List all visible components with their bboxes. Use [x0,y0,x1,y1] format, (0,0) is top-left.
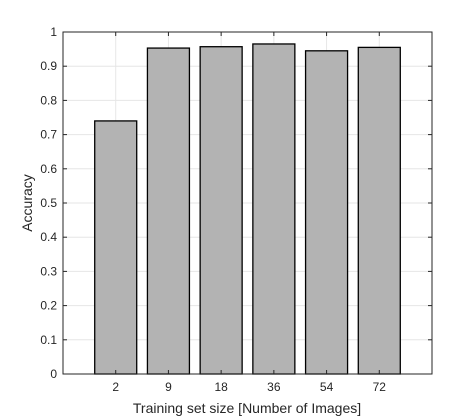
bars [94,43,401,375]
y-tick-label: 0.9 [40,59,57,73]
bar-36 [252,43,296,375]
y-tick-label: 0.7 [40,128,57,142]
y-tick-label: 0.6 [40,162,57,176]
x-tick-label: 18 [214,380,228,394]
bar-9 [146,47,191,375]
x-tick-label: 2 [112,380,119,394]
bar-18 [199,46,243,375]
y-tick-label: 0 [50,367,57,381]
x-tick-label: 72 [373,380,387,394]
y-tick-label: 0.2 [40,299,57,313]
y-tick-label: 0.1 [40,333,57,347]
y-tick-label: 1 [50,25,57,39]
bar-72 [357,46,401,375]
y-tick-label: 0.3 [40,264,57,278]
bar-54 [304,50,349,375]
axis-ticks [63,31,432,375]
x-tick-label: 54 [320,380,334,394]
y-tick-label: 0.5 [40,196,57,210]
tick-labels: 0 0.1 0.2 0.3 0.4 0.5 0.6 0.7 0.8 0.9 1 2 9 18 36 54 72 [40,25,386,394]
bar-2 [94,120,138,375]
y-tick-label: 0.4 [40,230,57,244]
x-tick-label: 9 [165,380,172,394]
x-tick-label: 36 [267,380,281,394]
y-axis-label: Accuracy [19,174,35,232]
y-tick-label: 0.8 [40,93,57,107]
x-axis-label: Training set size [Number of Images] [133,400,361,416]
